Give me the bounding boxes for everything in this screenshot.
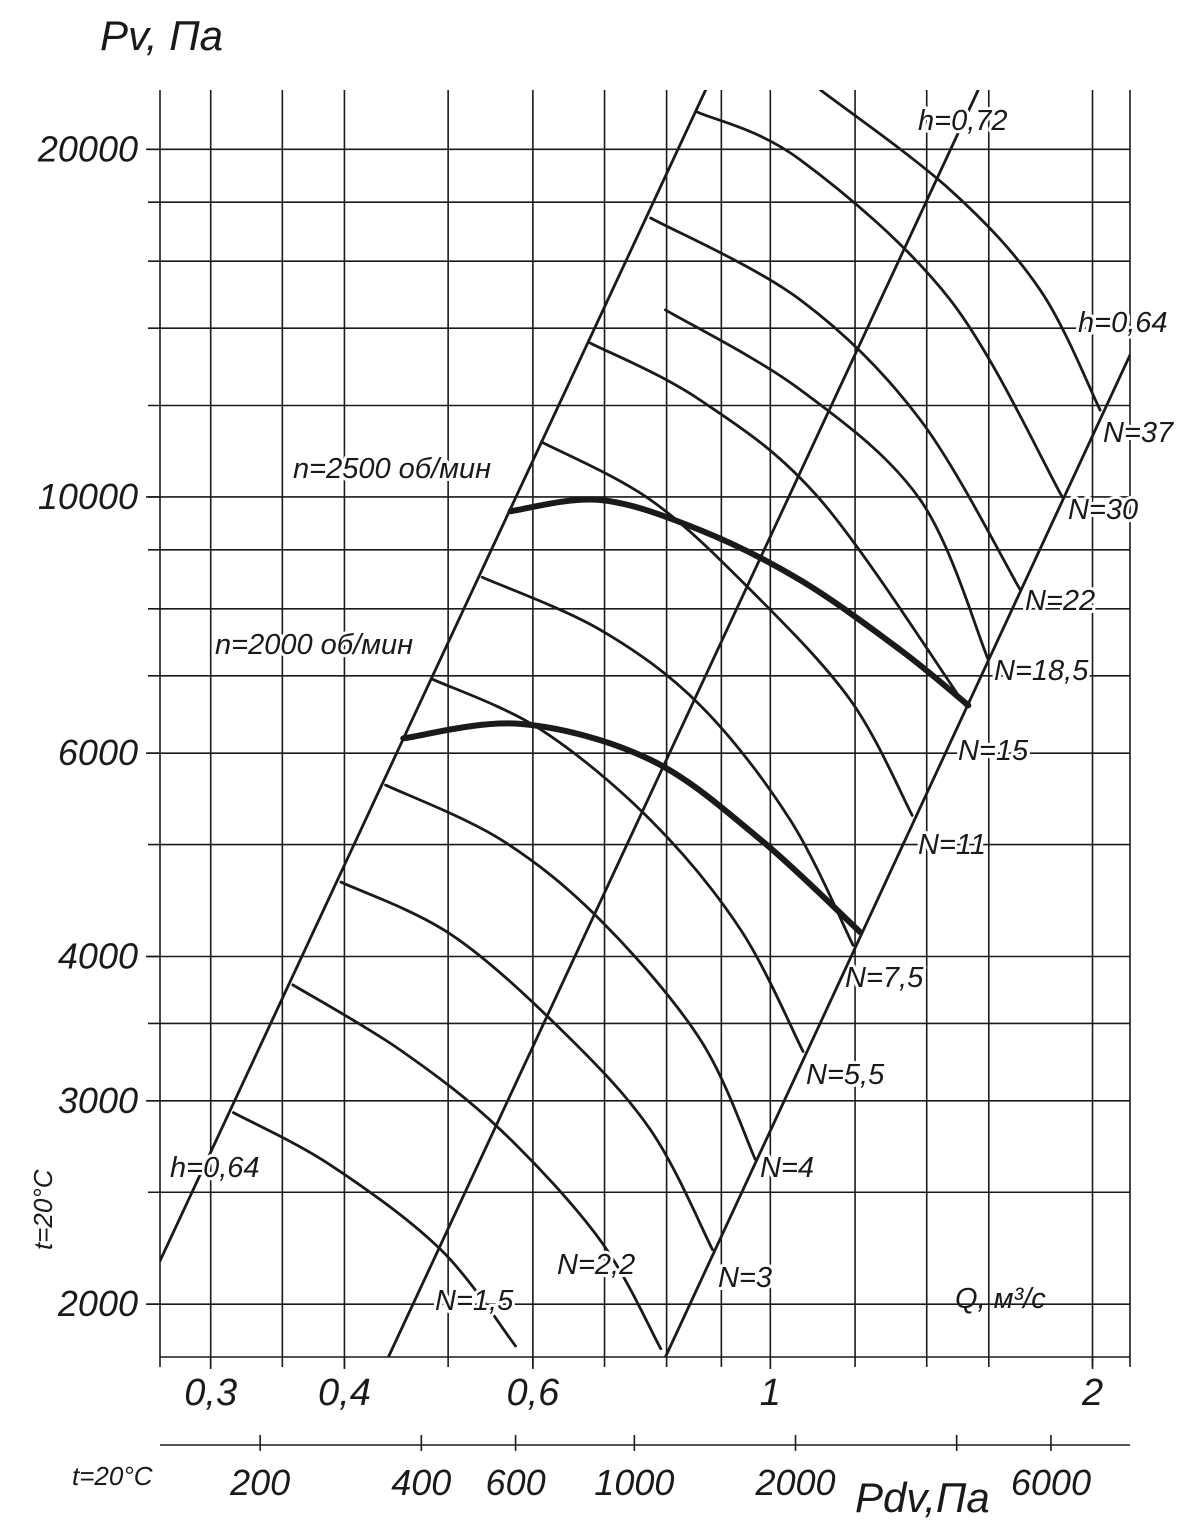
- series-line: [431, 678, 805, 1053]
- y-tick-label: 4000: [58, 936, 138, 977]
- y-tick-label: 3000: [58, 1080, 138, 1121]
- series-label: N=2,2: [557, 1249, 635, 1281]
- x2-tick-label: 6000: [1011, 1462, 1091, 1503]
- series-label: N=3: [718, 1262, 772, 1294]
- x2-tick-label: 600: [486, 1462, 546, 1503]
- series-label: N=18,5: [994, 655, 1089, 687]
- series-label: n=2000 об/мин: [215, 629, 413, 661]
- series-line: [507, 496, 972, 709]
- series-label: N=1,5: [435, 1285, 514, 1317]
- x-axis-title: Q, м³/с: [955, 1283, 1046, 1315]
- x2-axis-title: Pdv,Па: [855, 1474, 990, 1521]
- series-label: N=5,5: [806, 1059, 885, 1091]
- series-label: N=15: [958, 735, 1029, 767]
- y-note: t=20°C: [28, 1169, 58, 1250]
- y-axis-title: Pv, Па: [100, 12, 223, 59]
- x2-tick-label: 2000: [754, 1462, 835, 1503]
- series-line: [384, 783, 757, 1161]
- series-line: [339, 880, 714, 1251]
- series-line: [664, 353, 1130, 1357]
- series-line: [696, 110, 1064, 499]
- x2-tick-label: 200: [229, 1462, 290, 1503]
- y-tick-label: 6000: [58, 732, 138, 773]
- series-label: N=4: [760, 1152, 814, 1184]
- series-label: h=0,64: [170, 1152, 260, 1184]
- series-line: [649, 216, 1022, 592]
- series-label: N=7,5: [845, 962, 924, 994]
- series-label: n=2500 об/мин: [293, 453, 491, 485]
- y-tick-label: 20000: [37, 128, 138, 169]
- series-label: h=0,72: [918, 105, 1008, 137]
- series-line: [231, 1111, 517, 1348]
- series-label: h=0,64: [1078, 307, 1168, 339]
- y-tick-label: 10000: [38, 476, 138, 517]
- series-line: [400, 720, 864, 936]
- series-label: N=22: [1025, 585, 1095, 617]
- x2-tick-label: 400: [391, 1462, 451, 1503]
- series-label: N=11: [918, 829, 986, 861]
- series-line: [664, 308, 990, 662]
- series-line: [291, 983, 663, 1351]
- x-tick-label: 0,6: [506, 1372, 560, 1414]
- y-tick-label: 2000: [57, 1283, 138, 1324]
- series-line: [387, 90, 980, 1357]
- series-line: [480, 575, 855, 947]
- x2-note: t=20°C: [72, 1461, 153, 1491]
- x-tick-label: 0,4: [318, 1372, 371, 1414]
- series-line: [819, 90, 1102, 412]
- series-line: [539, 440, 914, 817]
- x-tick-label: 2: [1081, 1372, 1103, 1414]
- series-line: [588, 341, 967, 707]
- x-tick-label: 1: [760, 1372, 781, 1414]
- x2-tick-label: 1000: [594, 1462, 674, 1503]
- series-line: [160, 90, 707, 1263]
- x-tick-label: 0,3: [184, 1372, 237, 1414]
- series-label: N=37: [1103, 417, 1175, 449]
- series-label: N=30: [1068, 494, 1138, 526]
